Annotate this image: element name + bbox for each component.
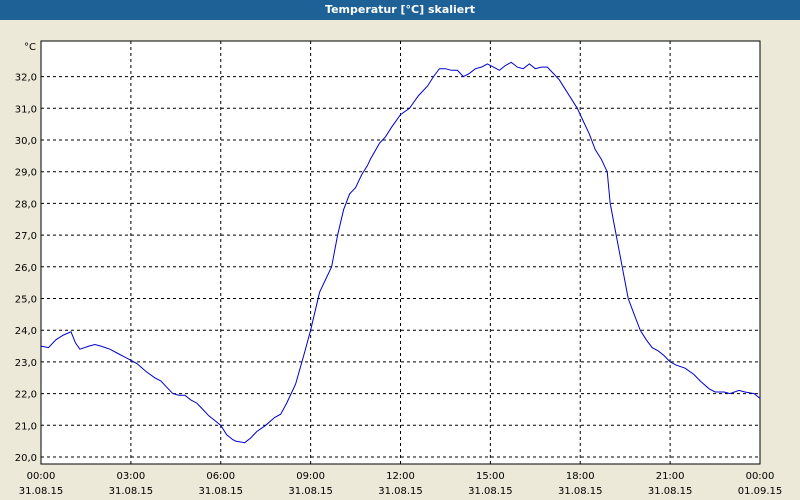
x-tick-date-label: 31.08.15 xyxy=(198,486,243,497)
y-tick-label: 28,0 xyxy=(15,199,37,210)
x-tick-date-label: 31.08.15 xyxy=(19,486,64,497)
x-tick-time-label: 03:00 xyxy=(116,471,145,482)
temperature-series-line xyxy=(40,61,761,444)
x-tick-time-label: 21:00 xyxy=(656,471,685,482)
y-tick-label: 30,0 xyxy=(15,136,37,147)
y-tick-label: 29,0 xyxy=(15,168,37,179)
x-tick-date-label: 31.08.15 xyxy=(288,486,333,497)
y-tick-label: 21,0 xyxy=(15,421,37,432)
y-tick-label: 25,0 xyxy=(15,295,37,306)
x-tick-time-label: 00:00 xyxy=(27,471,56,482)
y-tick-labels: 20,0 21,0 22,0 23,0 24,0 25,0 26,0 27,0 28,0 29,0… xyxy=(15,73,37,464)
x-tick-time-label: 15:00 xyxy=(476,471,505,482)
y-tick-label: 32,0 xyxy=(15,73,37,84)
x-tick-time-label: 18:00 xyxy=(566,471,595,482)
x-tick-date-label: 31.08.15 xyxy=(378,486,423,497)
x-tick-date-label: 01.09.15 xyxy=(738,486,783,497)
y-tick-label: 22,0 xyxy=(15,390,37,401)
x-tick-time-label: 09:00 xyxy=(296,471,325,482)
x-tick-date-label: 31.08.15 xyxy=(648,486,693,497)
y-tick-label: 23,0 xyxy=(15,358,37,369)
x-tick-date-label: 31.08.15 xyxy=(558,486,603,497)
x-tick-time-label: 12:00 xyxy=(386,471,415,482)
y-tick-label: 31,0 xyxy=(15,104,37,115)
x-tick-labels: 00:00 31.08.15 03:00 31.08.15 06:00 31.08.15 0… xyxy=(19,471,783,497)
temperature-line-chart: °C 20,021,022,023,024,025,026,027,028,02… xyxy=(15,40,783,497)
window-title: Temperatur [°C] skaliert xyxy=(0,0,800,20)
y-tick-label: 20,0 xyxy=(15,453,37,464)
x-tick-time-label: 06:00 xyxy=(206,471,235,482)
x-tick-date-label: 31.08.15 xyxy=(468,486,513,497)
grid-lines xyxy=(41,41,760,464)
y-tick-label: 26,0 xyxy=(15,263,37,274)
y-tick-label: 24,0 xyxy=(15,326,37,337)
x-tick-time-label: 00:00 xyxy=(746,471,775,482)
x-tick-date-label: 31.08.15 xyxy=(109,486,154,497)
y-axis-unit-label: °C xyxy=(24,42,36,53)
y-tick-label: 27,0 xyxy=(15,231,37,242)
